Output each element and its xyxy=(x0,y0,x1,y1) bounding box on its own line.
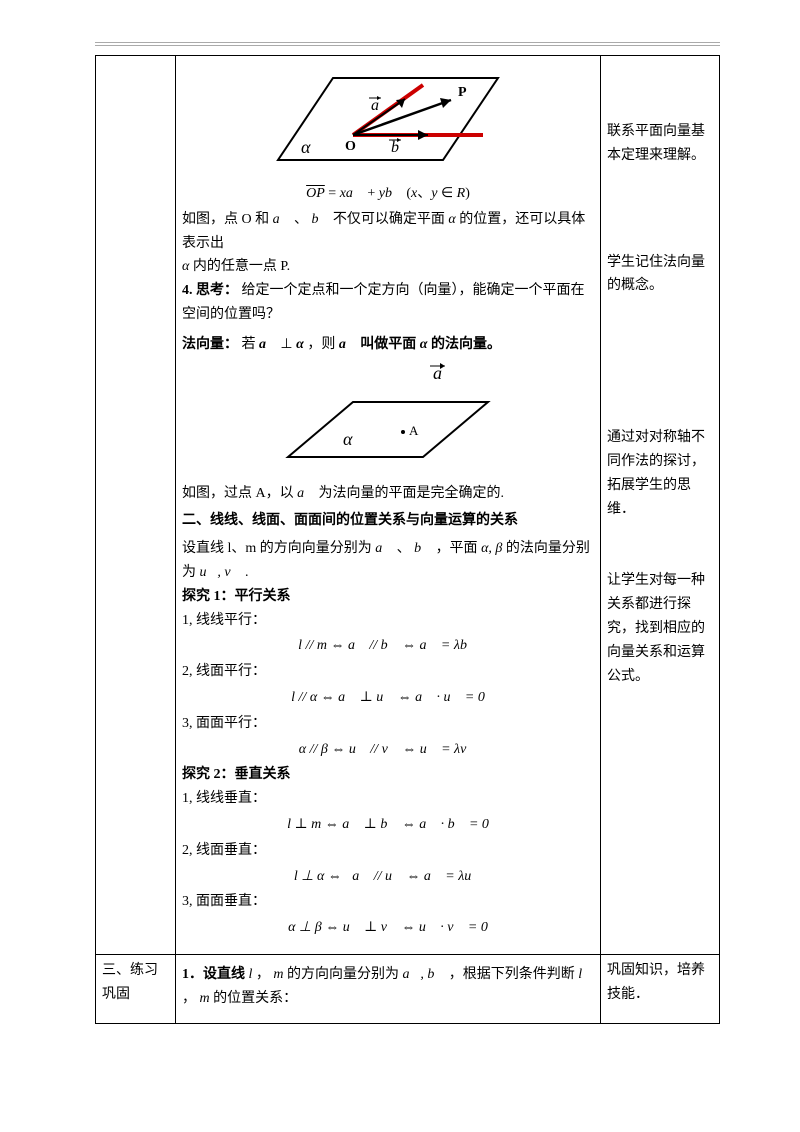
think-text: 给定一个定点和一个定方向（向量），能确定一个平面在空间的位置吗？ xyxy=(182,283,585,322)
text: 的位置关系： xyxy=(213,991,297,1006)
text: ，平面 xyxy=(436,541,478,556)
vec-a: a⃗ xyxy=(259,337,277,352)
cell-right-1: 联系平面向量基本定理来理解。 学生记住法向量的概念。 通过对对称轴不同作法的探讨… xyxy=(601,56,720,955)
text: ， xyxy=(182,991,196,1006)
text: . xyxy=(245,565,249,580)
vec-a: a⃗ xyxy=(375,541,393,556)
page: O P a b α OP = xa⃗ + yb⃗ (x、y ∈ R) xyxy=(0,0,800,1132)
svg-text:α: α xyxy=(301,137,311,157)
formula-2-3: α ⊥ β ⇔ u⃗ ⊥ v⃗ ⇔ u⃗ · v⃗ = 0 xyxy=(182,916,594,940)
text: 若 xyxy=(242,337,256,352)
lesson-table: O P a b α OP = xa⃗ + yb⃗ (x、y ∈ R) xyxy=(95,55,720,1024)
vec-a: a⃗ xyxy=(297,486,315,501)
think-label: 4. 思考： xyxy=(182,283,238,298)
sym-l: l xyxy=(578,967,582,982)
explore-2: 探究 2：垂直关系 xyxy=(182,763,594,787)
label: 法向量： xyxy=(182,337,238,352)
alpha-beta: α, β xyxy=(481,541,502,556)
text: 设直线 l、m 的方向向量分别为 xyxy=(182,541,372,556)
vec-a: a⃗ xyxy=(339,337,357,352)
text: ， xyxy=(256,967,270,982)
figure-normal-vector: a α A xyxy=(182,357,594,472)
formula-1-2: l // α ⇔ a⃗ ⊥ u⃗ ⇔ a⃗ · u⃗ = 0 xyxy=(182,686,594,710)
text: 叫做平面 xyxy=(360,337,420,352)
svg-text:α: α xyxy=(343,429,353,449)
text: 为法向量的平面是完全确定的. xyxy=(319,486,505,501)
cell-left-1 xyxy=(96,56,176,955)
item-2-1: 1, 线线垂直： xyxy=(182,787,594,811)
text: 不仅可以确定平面 xyxy=(333,212,445,227)
vec-ab: a⃗, b⃗ xyxy=(403,967,446,982)
text: ，根据下列条件判断 xyxy=(449,967,579,982)
formula-1-1: l // m ⇔ a⃗ // b⃗ ⇔ a⃗ = λb⃗ xyxy=(182,634,594,658)
paragraph-2: α 内的任意一点 P. xyxy=(182,255,594,279)
setup-line: 设直线 l、m 的方向向量分别为 a⃗ 、 b⃗ ，平面 α, β 的法向量分别… xyxy=(182,537,594,585)
text: 1．设直线 xyxy=(182,967,249,982)
svg-text:O: O xyxy=(345,139,356,154)
cell-mid-2: 1．设直线 l ， m 的方向向量分别为 a⃗, b⃗ ，根据下列条件判断 l … xyxy=(176,954,601,1023)
text: 内的任意一点 P. xyxy=(193,259,290,274)
formula-2-2: l ⊥ α ⇔ a⃗ // u⃗ ⇔ a⃗ = λu⃗ xyxy=(182,865,594,889)
think-block: 4. 思考： 给定一个定点和一个定方向（向量），能确定一个平面在空间的位置吗？ xyxy=(182,279,594,327)
alpha: α xyxy=(420,337,428,352)
figure-plane-vectors: O P a b α xyxy=(182,60,594,180)
text: 的法向量。 xyxy=(431,337,501,352)
text: 如图，点 O 和 xyxy=(182,212,273,227)
sym-l: l xyxy=(249,967,253,982)
note-2: 学生记住法向量的概念。 xyxy=(607,251,713,299)
text: ，则 xyxy=(307,337,339,352)
sym-m: m xyxy=(273,967,283,982)
normal-vector-def: 法向量： 若 a⃗ ⊥ α ，则 a⃗ 叫做平面 α 的法向量。 xyxy=(182,333,594,357)
text: 的方向向量分别为 xyxy=(287,967,399,982)
section-2-title: 二、线线、线面、面面间的位置关系与向量运算的关系 xyxy=(182,509,594,533)
vec-uv: u⃗, v⃗ xyxy=(200,565,242,580)
equation-op: OP = xa⃗ + yb⃗ (x、y ∈ R) xyxy=(182,182,594,206)
exercise-1: 1．设直线 l ， m 的方向向量分别为 a⃗, b⃗ ，根据下列条件判断 l … xyxy=(182,959,594,1019)
cell-left-2: 三、练习巩固 xyxy=(96,954,176,1023)
text: 、 xyxy=(294,212,308,227)
text: 如图，过点 A，以 xyxy=(182,486,297,501)
item-1-3: 3, 面面平行： xyxy=(182,712,594,736)
vec-a: a⃗ xyxy=(273,212,291,227)
note-3: 通过对对称轴不同作法的探讨，拓展学生的思维． xyxy=(607,426,713,521)
explore-1: 探究 1：平行关系 xyxy=(182,585,594,609)
header-rule xyxy=(95,42,720,46)
sym-m: m xyxy=(200,991,210,1006)
svg-text:P: P xyxy=(458,85,467,100)
alpha: α xyxy=(448,212,455,227)
note-4: 让学生对每一种关系都进行探究，找到相应的向量关系和运算公式。 xyxy=(607,569,713,688)
table-row: O P a b α OP = xa⃗ + yb⃗ (x、y ∈ R) xyxy=(96,56,720,955)
paragraph-1: 如图，点 O 和 a⃗ 、 b⃗ 不仅可以确定平面 α 的位置，还可以具体表示出 xyxy=(182,208,594,256)
item-1-2: 2, 线面平行： xyxy=(182,660,594,684)
alpha: α xyxy=(182,259,189,274)
paragraph-3: 如图，过点 A，以 a⃗ 为法向量的平面是完全确定的. xyxy=(182,482,594,506)
item-2-2: 2, 线面垂直： xyxy=(182,839,594,863)
formula-1-3: α // β ⇔ u⃗ // v⃗ ⇔ u⃗ = λv⃗ xyxy=(182,738,594,762)
vec-b: b⃗ xyxy=(414,541,432,556)
note-1: 联系平面向量基本定理来理解。 xyxy=(607,120,713,168)
alpha: α xyxy=(296,337,304,352)
item-1-1: 1, 线线平行： xyxy=(182,609,594,633)
svg-text:A: A xyxy=(409,423,419,438)
table-row: 三、练习巩固 1．设直线 l ， m 的方向向量分别为 a⃗, b⃗ ，根据下列… xyxy=(96,954,720,1023)
cell-mid-1: O P a b α OP = xa⃗ + yb⃗ (x、y ∈ R) xyxy=(176,56,601,955)
text: 、 xyxy=(397,541,411,556)
formula-2-1: l ⊥ m ⇔ a⃗ ⊥ b⃗ ⇔ a⃗ · b⃗ = 0 xyxy=(182,813,594,837)
cell-right-2: 巩固知识，培养技能． xyxy=(601,954,720,1023)
text: ⊥ xyxy=(280,337,296,352)
item-2-3: 3, 面面垂直： xyxy=(182,890,594,914)
vec-b: b⃗ xyxy=(312,212,330,227)
